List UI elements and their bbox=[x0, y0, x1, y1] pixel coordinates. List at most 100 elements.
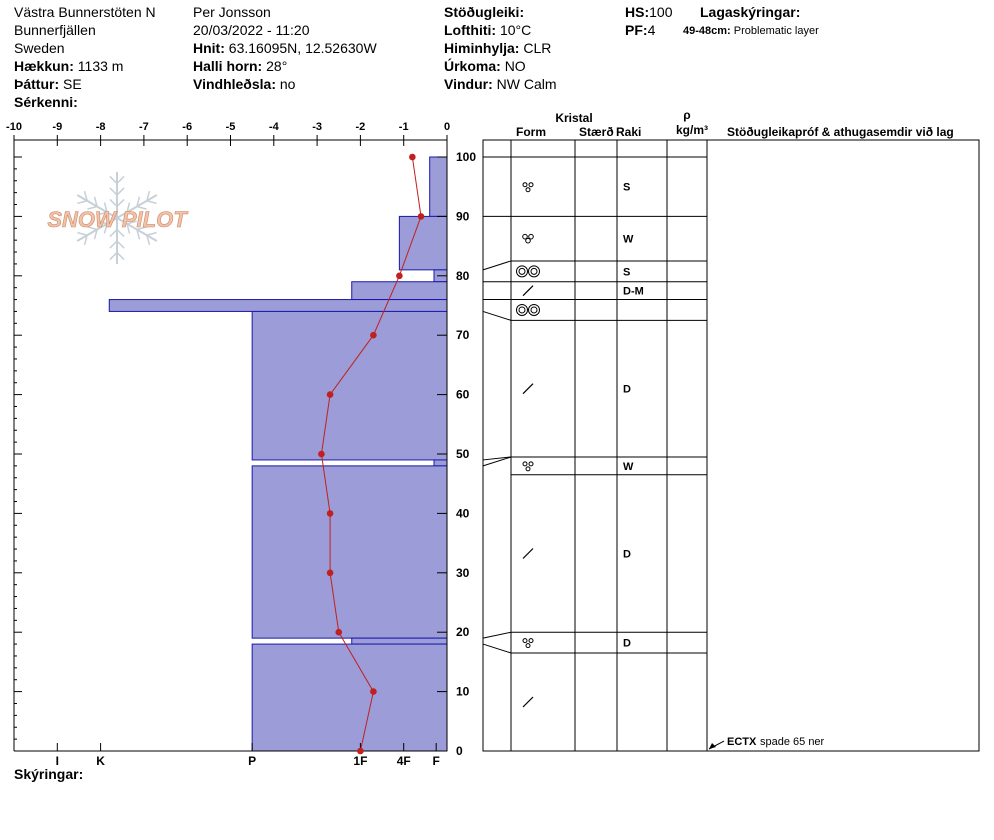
hardness-bar bbox=[429, 156, 448, 217]
windload-value: no bbox=[279, 76, 296, 92]
temperature-point bbox=[326, 391, 334, 398]
snowflake-branch bbox=[146, 190, 151, 201]
temperature-point bbox=[370, 688, 377, 695]
snowflake-branch bbox=[87, 226, 98, 231]
hardness-tick-label: 1F bbox=[353, 754, 367, 768]
melt-crust-icon bbox=[518, 306, 526, 314]
header-col4: HS:100 PF:4 bbox=[625, 3, 672, 39]
height-tick-label: 10 bbox=[456, 685, 470, 699]
snowflake-branch bbox=[116, 175, 125, 185]
height-tick-label: 80 bbox=[456, 269, 470, 283]
moisture-code: W bbox=[623, 461, 634, 473]
rounded-grain-icon bbox=[525, 187, 531, 193]
wind-row: Vindur: NW Calm bbox=[444, 76, 557, 92]
snowflake-branch bbox=[146, 235, 151, 246]
layer-notes-label: Lagaskýringar: bbox=[700, 4, 801, 20]
sky-value: CLR bbox=[523, 40, 552, 56]
snowflake-branch bbox=[126, 202, 131, 213]
hardness-bar bbox=[433, 459, 448, 467]
snowflake-branch bbox=[116, 251, 125, 261]
hardness-tick-label: I bbox=[56, 754, 59, 768]
temp-tick-label: -9 bbox=[52, 121, 62, 133]
rounded-grain-icon bbox=[528, 638, 534, 644]
table-border bbox=[482, 139, 980, 752]
pf-value: 4 bbox=[647, 22, 656, 38]
rounded-grain-icon bbox=[528, 182, 534, 188]
elevation-value: 1133 m bbox=[77, 58, 124, 74]
temp-tick-label: -2 bbox=[356, 121, 366, 133]
precip-row: Úrkoma: NO bbox=[444, 58, 526, 74]
hs-value: 100 bbox=[649, 4, 673, 20]
layer-table: Kristal Form Stærð Raki ρkg/m³ Stöðugleikapró… bbox=[482, 108, 980, 752]
hardness-tick-label: P bbox=[248, 754, 256, 768]
rounded-grain-icon bbox=[525, 643, 531, 649]
header-col3: Stöðugleiki: Lofthiti: 10°C Himinhylja: … bbox=[444, 3, 557, 93]
stability-tests-header: Stöðugleikapróf & athugasemdir við lag bbox=[727, 125, 954, 139]
moisture-header: Raki bbox=[616, 125, 641, 139]
snowflake-branch bbox=[103, 223, 108, 234]
temp-tick-label: -5 bbox=[226, 121, 236, 133]
snowflake-branch bbox=[97, 211, 108, 216]
snowflake-branch bbox=[77, 200, 88, 205]
watermark-text: SNOW PILOT bbox=[47, 207, 188, 232]
hardness-tick-label: F bbox=[433, 754, 440, 768]
hardness-bar bbox=[108, 299, 448, 312]
stability-row: Stöðugleiki: bbox=[444, 4, 525, 20]
height-tick-label: 70 bbox=[456, 328, 470, 342]
hardness-bar bbox=[398, 215, 448, 271]
temperature-profile bbox=[318, 153, 425, 755]
layer-note-range: 49-48cm: bbox=[683, 25, 731, 37]
snowflake-arm bbox=[76, 194, 118, 219]
melt-crust-icon bbox=[528, 303, 540, 316]
height-tick-label: 20 bbox=[456, 625, 470, 639]
temperature-point bbox=[409, 153, 416, 161]
hs-row: HS:100 bbox=[625, 4, 673, 20]
snowflake-branch bbox=[109, 198, 118, 208]
rho-header: ρ bbox=[683, 108, 690, 122]
left-axes: -10 -9 -8 -7 -6 -5 -4 -3 -2 -1 0100908070605040302… bbox=[6, 121, 476, 768]
snowflake-branch bbox=[126, 223, 131, 234]
snowflake-branch bbox=[109, 240, 118, 249]
moisture-code: D-M bbox=[623, 286, 644, 298]
observer-name: Per Jonsson bbox=[193, 4, 271, 20]
snowflake-branch bbox=[83, 190, 88, 201]
temp-tick-label: 0 bbox=[444, 121, 450, 133]
temperature-point bbox=[396, 272, 403, 280]
snowflake-branch bbox=[136, 196, 141, 207]
slope-value: 28° bbox=[266, 58, 288, 74]
hardness-bar bbox=[351, 281, 448, 301]
temp-tick-label: -4 bbox=[269, 121, 280, 133]
rounded-grain-icon bbox=[528, 461, 534, 467]
temperature-point bbox=[326, 569, 334, 577]
hardness-tick-label: K bbox=[96, 754, 105, 768]
height-tick-label: 40 bbox=[456, 506, 470, 520]
snowflake-branch bbox=[136, 205, 147, 210]
airtemp-value: 10°C bbox=[499, 22, 532, 38]
observation-datetime: 20/03/2022 - 11:20 bbox=[193, 22, 310, 38]
snowflake-branch bbox=[136, 226, 147, 231]
height-tick-label: 30 bbox=[456, 566, 470, 580]
aspect-value: SE bbox=[63, 76, 82, 92]
melt-form-icon bbox=[525, 237, 531, 244]
sky-row: Himinhylja: CLR bbox=[444, 40, 552, 56]
stability-test-comment: spade 65 ner bbox=[760, 736, 825, 748]
coordinates-value: 63.16095N, 12.52630W bbox=[228, 40, 377, 56]
header-col1: Västra Bunnerstöten N Bunnerfjällen Swed… bbox=[14, 3, 156, 111]
snowflake-branch bbox=[146, 231, 157, 236]
density-unit-header: kg/m³ bbox=[676, 123, 708, 137]
footer-notes-label: Skýringar: bbox=[14, 766, 84, 782]
rounded-grain-icon bbox=[522, 638, 528, 644]
rounded-grain-icon bbox=[522, 461, 528, 467]
snowflake-branch bbox=[126, 220, 137, 225]
decomposing-fragment-icon bbox=[522, 383, 534, 395]
melt-crust-icon bbox=[530, 306, 538, 314]
elevation-row: Hækkun: 1133 m bbox=[14, 58, 124, 74]
moisture-code: D bbox=[623, 548, 631, 560]
hardness-bar bbox=[351, 637, 448, 645]
snowflake-branch bbox=[109, 251, 118, 261]
country-name: Sweden bbox=[14, 40, 65, 56]
airtemp-row: Lofthiti: 10°C bbox=[444, 22, 532, 38]
snowflake-branch bbox=[109, 175, 118, 185]
height-tick-label: 100 bbox=[456, 150, 476, 164]
